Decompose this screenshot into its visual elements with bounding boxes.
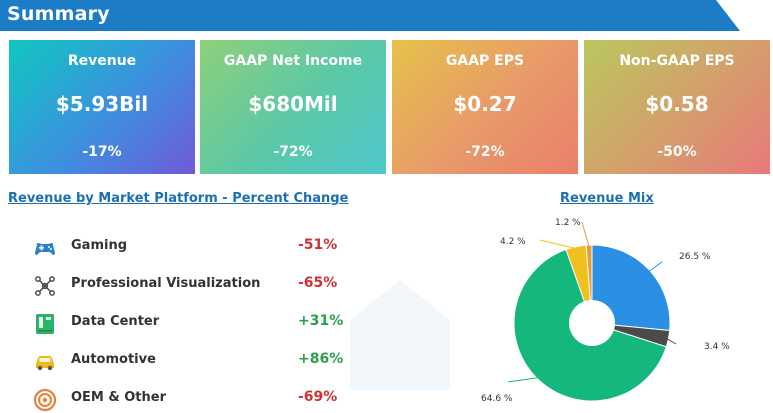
platform-change: +86% xyxy=(298,351,344,367)
card-title: GAAP EPS xyxy=(445,53,525,69)
platform-change: +31% xyxy=(298,313,344,329)
pie-leader-line xyxy=(507,377,540,383)
platform-label: Professional Visualization xyxy=(71,276,261,291)
card-value: $0.27 xyxy=(453,92,517,116)
card-revenue: Revenue $5.93Bil -17% xyxy=(9,40,195,174)
platform-section-title[interactable]: Revenue by Market Platform - Percent Cha… xyxy=(8,191,349,206)
card-non-gaap-eps: Non-GAAP EPS $0.58 -50% xyxy=(584,40,770,174)
car-icon xyxy=(36,356,54,371)
summary-banner xyxy=(0,0,740,31)
gamepad-icon xyxy=(35,243,55,255)
pie-slice-label: 1.2 % xyxy=(555,218,581,228)
watermark-logo xyxy=(350,280,450,390)
card-gaap-eps: GAAP EPS $0.27 -72% xyxy=(392,40,578,174)
pie-leader-line xyxy=(539,239,577,250)
card-value: $680Mil xyxy=(248,92,338,116)
pie-slice xyxy=(585,244,593,324)
pie-slice-label: 4.2 % xyxy=(500,237,526,247)
card-gaap-net-income: GAAP Net Income $680Mil -72% xyxy=(200,40,386,174)
pie-slice-label: 26.5 % xyxy=(679,252,711,262)
pie-slice xyxy=(513,248,667,402)
card-value: $0.58 xyxy=(645,92,709,116)
platform-label: OEM & Other xyxy=(71,390,167,405)
platform-label: Data Center xyxy=(71,314,160,329)
page-title: Summary xyxy=(7,3,110,25)
card-title: Non-GAAP EPS xyxy=(619,53,735,69)
platform-label: Automotive xyxy=(71,352,156,367)
network-icon xyxy=(35,276,55,296)
platform-change: -65% xyxy=(298,275,338,291)
card-change: -72% xyxy=(273,144,313,160)
revenue-mix-title[interactable]: Revenue Mix xyxy=(560,191,654,206)
pie-slice-label: 64.6 % xyxy=(481,394,513,404)
pie-slice xyxy=(591,244,671,332)
pie-leader-line xyxy=(581,221,590,248)
platform-label: Gaming xyxy=(71,238,128,253)
card-change: -50% xyxy=(657,144,697,160)
pie-leader-line xyxy=(647,261,663,273)
card-change: -17% xyxy=(82,144,122,160)
pie-leader-line xyxy=(666,337,677,345)
platform-change: -51% xyxy=(298,237,338,253)
card-title: Revenue xyxy=(67,53,137,69)
card-title: GAAP Net Income xyxy=(223,53,363,69)
pie-slice-label: 3.4 % xyxy=(704,342,730,352)
server-icon xyxy=(36,314,54,334)
pie-slice xyxy=(565,244,593,324)
disc-icon xyxy=(33,388,57,412)
card-change: -72% xyxy=(465,144,505,160)
platform-change: -69% xyxy=(298,389,338,405)
pie-slice xyxy=(591,322,671,348)
pie-center-hole xyxy=(569,300,615,346)
card-value: $5.93Bil xyxy=(55,92,149,116)
